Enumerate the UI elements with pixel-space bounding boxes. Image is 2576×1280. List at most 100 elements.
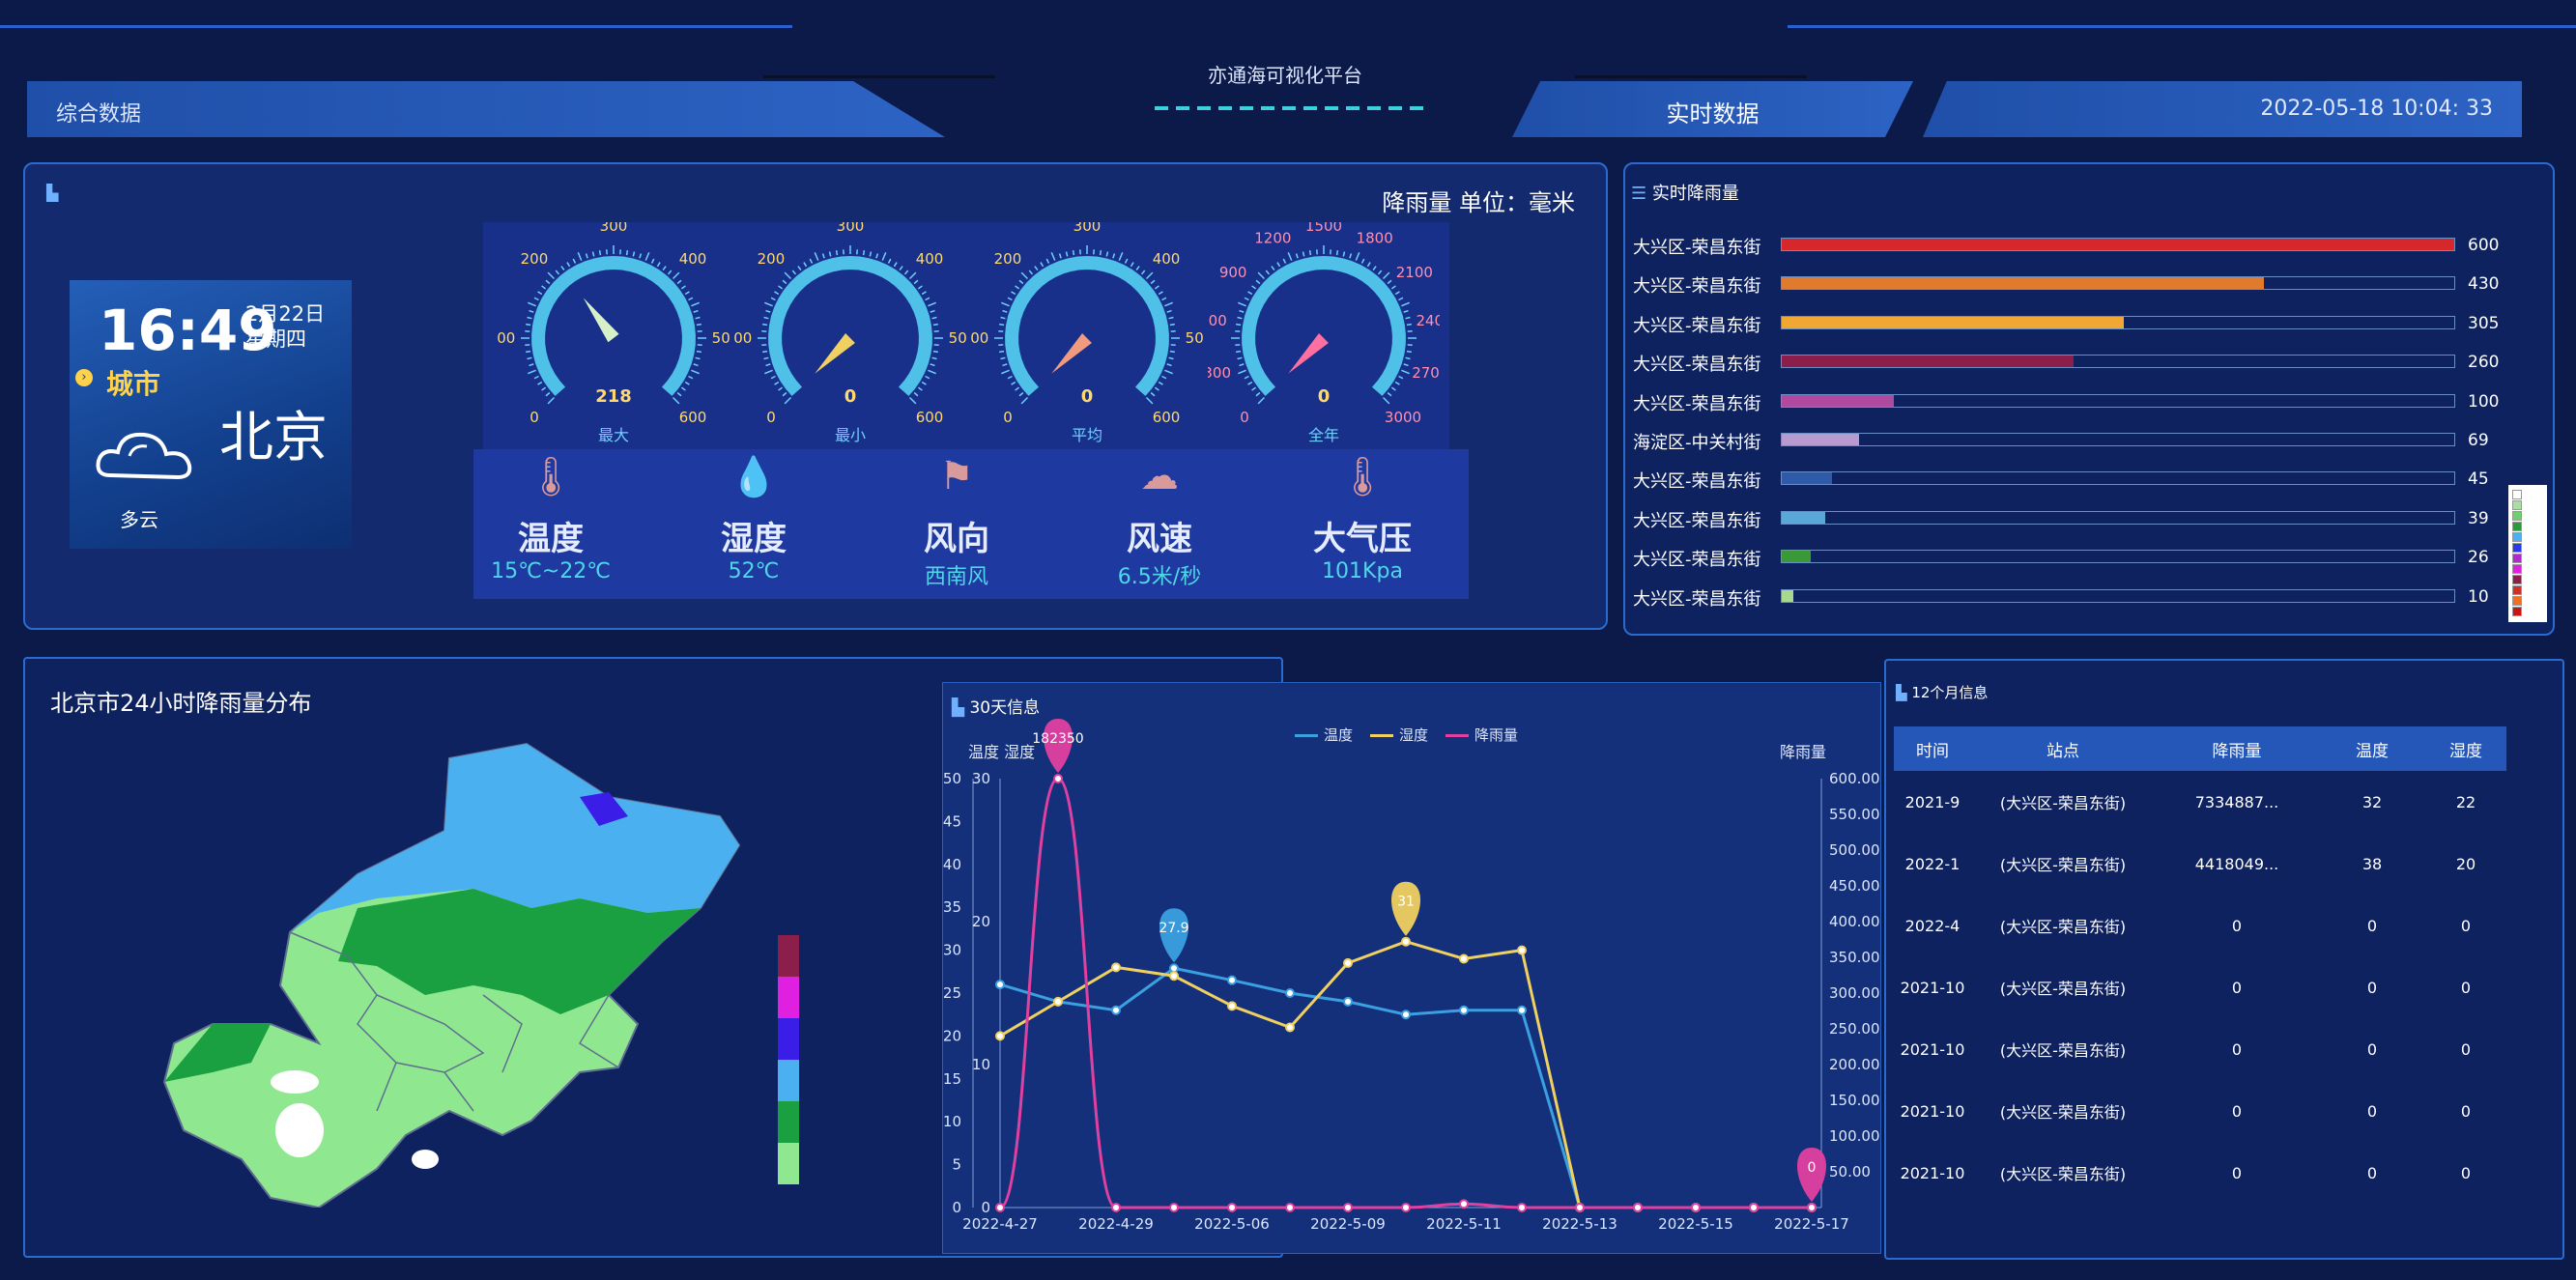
gauge-label: 最大 bbox=[598, 426, 629, 444]
left-axis-title: 温度 湿度 bbox=[968, 743, 1036, 761]
table-header-cell: 湿度 bbox=[2449, 741, 2482, 761]
table-cell: 0 bbox=[2366, 1039, 2378, 1059]
table-cell: 38 bbox=[2361, 854, 2383, 873]
data-point bbox=[1807, 1203, 1817, 1212]
bar-value: 260 bbox=[2468, 353, 2500, 373]
y-tick-left: 20 bbox=[943, 1027, 961, 1044]
table-row[interactable]: 2021-9 (大兴区-荣昌东街) 7334887... 32 22 bbox=[1894, 771, 2506, 833]
thirty-day-title: 30天信息 bbox=[969, 698, 1041, 718]
table-row[interactable]: 2021-10 (大兴区-荣昌东街) 0 0 0 bbox=[1894, 1142, 2506, 1204]
right-axis-title: 降雨量 bbox=[1780, 743, 1827, 761]
gauge-tick-label: 600 bbox=[1208, 312, 1227, 329]
bar-track bbox=[1781, 355, 2455, 369]
table-cell: 2021-10 bbox=[1900, 978, 1965, 997]
data-point bbox=[1227, 1001, 1237, 1011]
x-tick-label: 2022-5-13 bbox=[1542, 1215, 1617, 1233]
y-tick-left: 25 bbox=[943, 984, 961, 1002]
overview-tab[interactable]: 综合数据 bbox=[27, 81, 945, 137]
gauge-value: 218 bbox=[595, 386, 632, 407]
table-cell: 0 bbox=[2460, 1101, 2472, 1121]
bar-fill bbox=[1782, 394, 1894, 407]
realtime-rain-header: ☰ 实时降雨量 bbox=[1631, 180, 1739, 205]
header-deco-line bbox=[1788, 25, 2576, 28]
bar-track bbox=[1781, 550, 2455, 564]
table-cell: 7334887... bbox=[2194, 792, 2279, 811]
table-row[interactable]: 2022-1 (大兴区-荣昌东街) 4418049... 38 20 bbox=[1894, 833, 2506, 895]
data-point bbox=[1053, 996, 1063, 1007]
gauge-tick-label: 3000 bbox=[1385, 409, 1421, 426]
marker-label: 31 bbox=[1397, 895, 1415, 910]
map-zone-white bbox=[412, 1150, 439, 1169]
y-tick-right: 350.00 bbox=[1829, 949, 1879, 966]
legend-label: 温度 bbox=[1324, 726, 1354, 744]
chart-icon: ▙ bbox=[952, 698, 965, 718]
x-tick-label: 2022-5-17 bbox=[1774, 1215, 1849, 1233]
y-tick-left: 40 bbox=[943, 856, 961, 873]
gauge-tick-label: 0 bbox=[1240, 409, 1249, 426]
gauge-tick-label: 1200 bbox=[1254, 230, 1291, 247]
metric-title: 风速 bbox=[1127, 520, 1192, 558]
gauge-tick-label: 100 bbox=[734, 329, 752, 347]
gauge-tick-label: 2400 bbox=[1416, 312, 1440, 329]
y-tick-right: 600.00 bbox=[1829, 770, 1879, 787]
metric-0: 🌡 温度 15℃~22℃ bbox=[454, 454, 647, 583]
legend-item[interactable]: 降雨量 bbox=[1445, 725, 1518, 745]
table-cell: 2021-10 bbox=[1900, 1039, 1965, 1059]
metric-value: 52℃ bbox=[728, 559, 780, 583]
y-tick-left: 50 bbox=[943, 770, 961, 787]
gauge-tick-label: 600 bbox=[679, 409, 707, 426]
table-cell: 4418049... bbox=[2194, 854, 2279, 873]
data-point bbox=[1633, 1203, 1643, 1212]
data-point bbox=[1749, 1203, 1759, 1212]
table-row[interactable]: 2021-10 (大兴区-荣昌东街) 0 0 0 bbox=[1894, 1018, 2506, 1080]
y-tick-left: 35 bbox=[943, 898, 961, 916]
bar-value: 26 bbox=[2468, 548, 2489, 568]
y-tick-right: 450.00 bbox=[1829, 877, 1879, 895]
legend-swatch bbox=[2512, 596, 2522, 606]
table-cell: (大兴区-荣昌东街) bbox=[1999, 980, 2127, 998]
gauge-tick-label: 200 bbox=[758, 250, 786, 268]
bar-value: 430 bbox=[2468, 274, 2500, 295]
data-point bbox=[995, 1203, 1005, 1212]
table-cell: 0 bbox=[2366, 916, 2378, 935]
gauge-tick-label: 0 bbox=[1003, 409, 1013, 426]
table-row[interactable]: 2022-4 (大兴区-荣昌东街) 0 0 0 bbox=[1894, 895, 2506, 956]
data-point bbox=[1053, 774, 1063, 783]
series-line-湿度 bbox=[999, 940, 1812, 1209]
data-point bbox=[1517, 945, 1527, 955]
bar-label: 大兴区-荣昌东街 bbox=[1633, 510, 1761, 531]
bar-value: 305 bbox=[2468, 313, 2500, 333]
data-point bbox=[1459, 953, 1469, 964]
clock-date: 2月22日 星期四 bbox=[245, 301, 325, 352]
data-point bbox=[1111, 962, 1121, 973]
gauge-needle bbox=[1051, 333, 1092, 374]
table-row[interactable]: 2021-10 (大兴区-荣昌东街) 0 0 0 bbox=[1894, 1080, 2506, 1142]
realtime-rain-title: 实时降雨量 bbox=[1651, 184, 1739, 204]
data-point bbox=[1285, 1022, 1295, 1033]
legend-item[interactable]: 温度 bbox=[1295, 725, 1353, 745]
data-point bbox=[1459, 1005, 1469, 1015]
gauge-needle bbox=[815, 333, 855, 374]
table-row[interactable]: 2021-10 (大兴区-荣昌东街) 0 0 0 bbox=[1894, 956, 2506, 1018]
realtime-tab[interactable]: 实时数据 bbox=[1512, 81, 1913, 137]
gauge-tick-label: 600 bbox=[1153, 409, 1181, 426]
bar-fill bbox=[1782, 434, 1860, 445]
table-cell: 0 bbox=[2231, 1039, 2243, 1059]
map-legend-swatch bbox=[778, 935, 799, 977]
current-datetime: 2022-05-18 10:04: 33 bbox=[2260, 97, 2493, 121]
table-cell: 20 bbox=[2455, 854, 2476, 873]
map-color-legend bbox=[778, 935, 799, 1186]
metrics-strip bbox=[473, 449, 1469, 599]
legend-label: 降雨量 bbox=[1474, 726, 1519, 744]
table-cell: 2022-1 bbox=[1904, 854, 1961, 873]
table-cell: (大兴区-荣昌东街) bbox=[1999, 1165, 2127, 1183]
metric-4: 🌡 大气压 101Kpa bbox=[1266, 454, 1459, 583]
gauge-tick-label: 500 bbox=[712, 329, 730, 347]
y-tick-left: 30 bbox=[943, 942, 961, 959]
cloud-icon bbox=[96, 432, 192, 480]
bar-label: 大兴区-荣昌东街 bbox=[1633, 238, 1761, 258]
x-tick-label: 2022-5-15 bbox=[1658, 1215, 1733, 1233]
y-tick-left: 45 bbox=[943, 812, 961, 830]
y-tick-left2: 30 bbox=[972, 770, 990, 787]
legend-item[interactable]: 湿度 bbox=[1370, 725, 1428, 745]
